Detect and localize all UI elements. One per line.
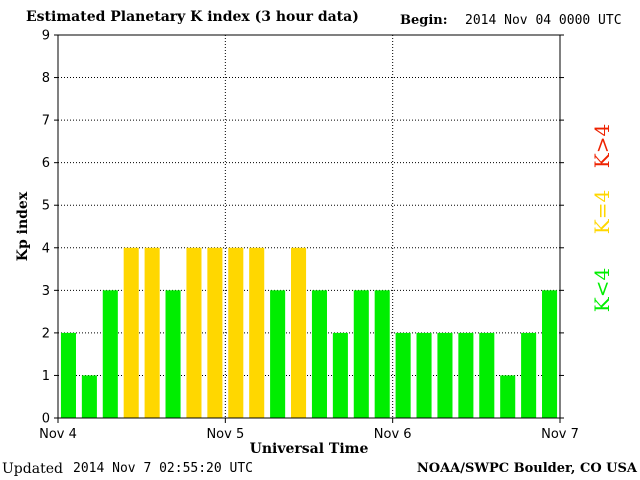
y-tick-label: 9 bbox=[42, 29, 50, 44]
kp-bar bbox=[542, 290, 558, 418]
y-tick-label: 7 bbox=[42, 114, 50, 129]
y-tick-label: 8 bbox=[42, 71, 50, 86]
y-tick-label: 5 bbox=[42, 199, 50, 214]
kp-bar bbox=[270, 290, 286, 418]
kp-bar bbox=[123, 247, 139, 418]
y-tick-label: 0 bbox=[42, 412, 50, 427]
kp-bar bbox=[521, 332, 537, 418]
chart-title: Estimated Planetary K index (3 hour data… bbox=[26, 9, 359, 25]
plot-area bbox=[58, 35, 560, 418]
kp-bar bbox=[395, 332, 411, 418]
y-axis-title: Kp index bbox=[15, 191, 31, 261]
y-tick-label: 1 bbox=[42, 369, 50, 384]
x-axis-title: Universal Time bbox=[250, 441, 369, 457]
kp-bar bbox=[437, 332, 453, 418]
kp-bar bbox=[479, 332, 495, 418]
kp-bar bbox=[228, 247, 244, 418]
kp-bar bbox=[374, 290, 390, 418]
x-tick-label: Nov 4 bbox=[39, 427, 77, 442]
y-tick-label: 3 bbox=[42, 284, 50, 299]
credit-text: NOAA/SWPC Boulder, CO USA bbox=[416, 461, 637, 476]
y-tick-label: 6 bbox=[42, 156, 50, 171]
kp-bar bbox=[207, 247, 223, 418]
kp-bar bbox=[186, 247, 202, 418]
legend-above: K>4 bbox=[590, 124, 614, 168]
kp-bar bbox=[249, 247, 265, 418]
kp-bar bbox=[500, 375, 516, 418]
updated-label: Updated bbox=[2, 461, 63, 477]
legend-below: K<4 bbox=[590, 268, 614, 312]
y-tick-label: 2 bbox=[42, 326, 50, 341]
updated-value: 2014 Nov 7 02:55:20 UTC bbox=[73, 461, 254, 476]
kp-bar bbox=[291, 247, 307, 418]
kp-bar bbox=[416, 332, 432, 418]
kp-bar bbox=[332, 332, 348, 418]
begin-label: Begin: bbox=[400, 13, 448, 28]
kp-bar bbox=[353, 290, 369, 418]
x-tick-label: Nov 7 bbox=[541, 427, 579, 442]
plot-border bbox=[57, 34, 561, 419]
legend-equal: K=4 bbox=[590, 190, 614, 234]
begin-value: 2014 Nov 04 0000 UTC bbox=[465, 13, 622, 28]
kp-bar bbox=[165, 290, 181, 418]
kp-bar bbox=[60, 332, 76, 418]
x-tick-label: Nov 5 bbox=[206, 427, 244, 442]
kp-bar bbox=[458, 332, 474, 418]
kp-bar bbox=[311, 290, 327, 418]
x-tick-label: Nov 6 bbox=[374, 427, 412, 442]
kp-bar bbox=[102, 290, 118, 418]
kp-bar bbox=[144, 247, 160, 418]
y-tick-label: 4 bbox=[42, 241, 50, 256]
kp-bar bbox=[81, 375, 97, 418]
